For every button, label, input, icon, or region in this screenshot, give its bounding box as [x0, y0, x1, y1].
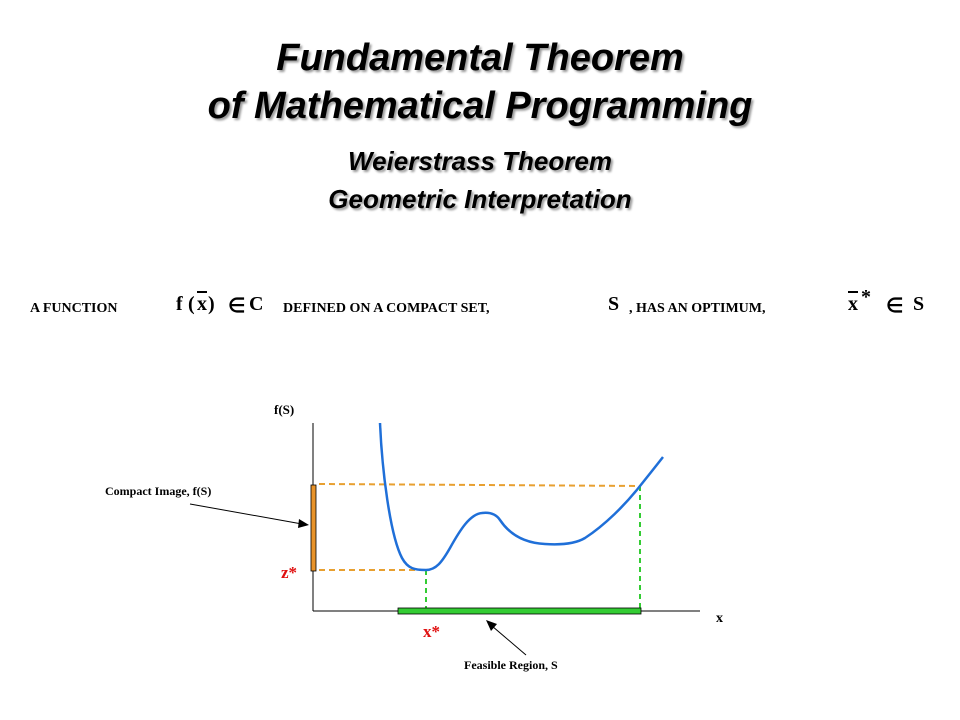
feasible-region-bar — [397, 607, 642, 615]
statement-paren-close: ) — [208, 293, 215, 315]
statement-defined-on: DEFINED ON A COMPACT SET, — [283, 301, 490, 316]
statement-a-function: A FUNCTION — [30, 301, 118, 316]
x-star-label: x* — [423, 622, 440, 641]
feasible-region-label: Feasible Region, S — [464, 658, 558, 672]
feasible-region-arrow-line — [491, 625, 527, 656]
x-axis-label: x — [716, 611, 723, 626]
compact-image-arrowhead — [298, 519, 309, 528]
statement-has-optimum: , HAS AN OPTIMUM, — [629, 301, 766, 316]
compact-image-bar — [310, 484, 317, 572]
compact-image-label: Compact Image, f(S) — [105, 484, 211, 498]
y-axis-label: f(S) — [274, 402, 294, 417]
statement-element-of-1: ∈ — [228, 295, 246, 317]
statement-paren-open: ( — [188, 293, 195, 315]
statement-S-2: S — [913, 293, 925, 315]
title-line-1: Fundamental Theorem — [276, 37, 684, 79]
statement-x-star-x: x — [848, 293, 858, 315]
statement-element-of-2: ∈ — [886, 295, 904, 317]
max-projection-line — [318, 483, 641, 487]
z-star-label: z* — [281, 563, 297, 582]
subtitle-weierstrass: Weierstrass Theorem — [348, 146, 612, 176]
statement-x-bar: x — [197, 293, 207, 315]
title-line-2: of Mathematical Programming — [207, 85, 753, 127]
objective-function-curve — [378, 422, 664, 572]
statement-f: f — [176, 293, 183, 315]
feasible-region-arrowhead — [486, 620, 497, 631]
statement-C: C — [249, 293, 264, 315]
subtitle-geometric: Geometric Interpretation — [328, 184, 632, 214]
compact-image-arrow-line — [189, 503, 303, 525]
statement-x-star-star: * — [861, 286, 871, 308]
statement-S-1: S — [608, 293, 620, 315]
